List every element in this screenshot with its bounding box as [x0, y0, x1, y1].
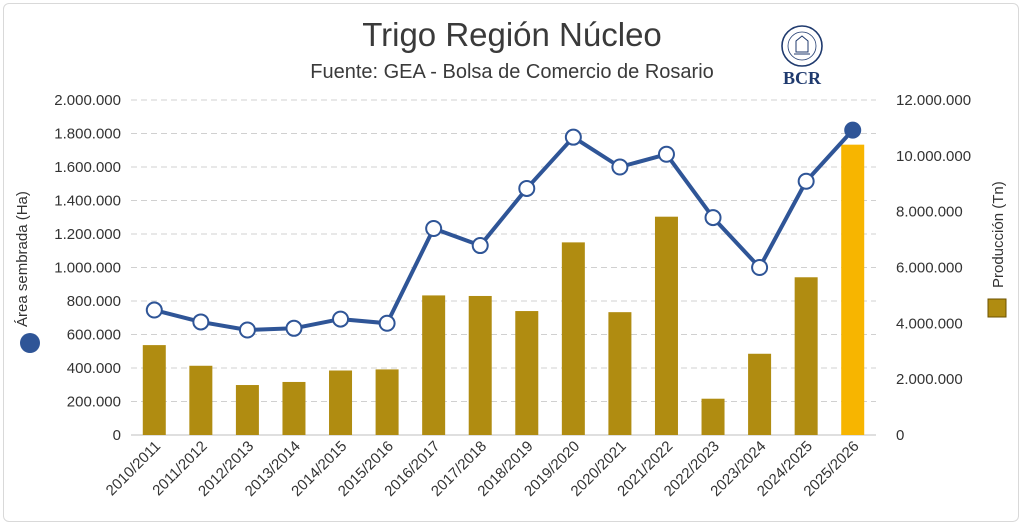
area-point	[611, 158, 629, 176]
area-line	[145, 121, 862, 339]
left-axis-legend: Área sembrada (Ha)	[14, 191, 40, 353]
left-tick-label: 1.000.000	[54, 260, 121, 277]
left-tick-label: 800.000	[67, 293, 121, 310]
left-tick-label: 400.000	[67, 360, 121, 377]
gridlines	[131, 99, 876, 436]
production-bar	[422, 295, 446, 435]
area-point	[192, 313, 210, 331]
production-bar	[515, 311, 539, 435]
logo-text: BCR	[783, 68, 822, 88]
area-point	[332, 310, 350, 328]
area-point	[704, 209, 722, 227]
right-tick-label: 12.000.000	[896, 92, 971, 109]
area-point	[564, 128, 582, 146]
left-axis-label: Área sembrada (Ha)	[14, 191, 31, 327]
chart-subtitle: Fuente: GEA - Bolsa de Comercio de Rosar…	[310, 61, 714, 83]
area-point	[471, 237, 489, 255]
logo-seal	[781, 25, 823, 67]
right-axis-label: Producción (Tn)	[990, 181, 1007, 288]
production-bar	[235, 385, 259, 435]
area-point	[378, 314, 396, 332]
area-point	[518, 179, 536, 197]
production-bar	[189, 365, 213, 435]
right-tick-label: 10.000.000	[896, 148, 971, 165]
area-point	[285, 319, 303, 337]
production-bar	[654, 216, 678, 435]
production-bar	[794, 277, 818, 435]
right-axis-legend-marker	[987, 298, 1007, 318]
left-tick-label: 1.400.000	[54, 193, 121, 210]
chart-title: Trigo Región Núcleo	[362, 16, 662, 53]
bcr-logo: BCR	[781, 25, 823, 88]
production-bar	[561, 242, 585, 435]
production-bar	[468, 295, 492, 435]
right-tick-label: 2.000.000	[896, 371, 963, 388]
logo-building-icon	[794, 35, 810, 55]
left-tick-label: 200.000	[67, 394, 121, 411]
production-bars	[142, 144, 865, 435]
right-axis-ticks: 0 2.000.000 4.000.000 6.000.000 8.000.000 10.…	[896, 92, 971, 444]
area-point	[797, 172, 815, 190]
left-tick-label: 2.000.000	[54, 92, 121, 109]
x-axis-ticks: 2010/20112011/20122012/20132013/20142014…	[103, 438, 863, 500]
area-point	[238, 321, 256, 339]
left-axis-legend-marker	[20, 333, 40, 353]
right-tick-label: 4.000.000	[896, 315, 963, 332]
right-tick-label: 6.000.000	[896, 260, 963, 277]
right-axis-legend: Producción (Tn)	[987, 181, 1007, 318]
left-tick-label: 1.200.000	[54, 226, 121, 243]
production-bar	[329, 370, 353, 435]
left-tick-label: 600.000	[67, 327, 121, 344]
production-bar	[608, 312, 632, 435]
production-bar	[748, 353, 772, 435]
left-tick-label: 1.800.000	[54, 126, 121, 143]
area-point	[751, 259, 769, 276]
right-tick-label: 8.000.000	[896, 204, 963, 221]
area-point	[844, 121, 862, 139]
right-tick-label: 0	[896, 427, 904, 444]
production-bar	[375, 369, 399, 435]
production-bar	[142, 345, 166, 435]
production-bar	[841, 144, 865, 435]
left-tick-label: 1.600.000	[54, 159, 121, 176]
area-point	[657, 145, 675, 163]
area-point	[425, 219, 443, 237]
production-bar	[282, 381, 306, 435]
left-tick-label: 0	[113, 427, 121, 444]
left-axis-ticks: 0 200.000 400.000 600.000 800.000 1.000.000 1.…	[54, 92, 121, 444]
area-line-path	[153, 128, 855, 332]
production-bar	[701, 398, 725, 435]
logo-seal-inner	[787, 31, 817, 61]
area-point	[145, 301, 163, 319]
